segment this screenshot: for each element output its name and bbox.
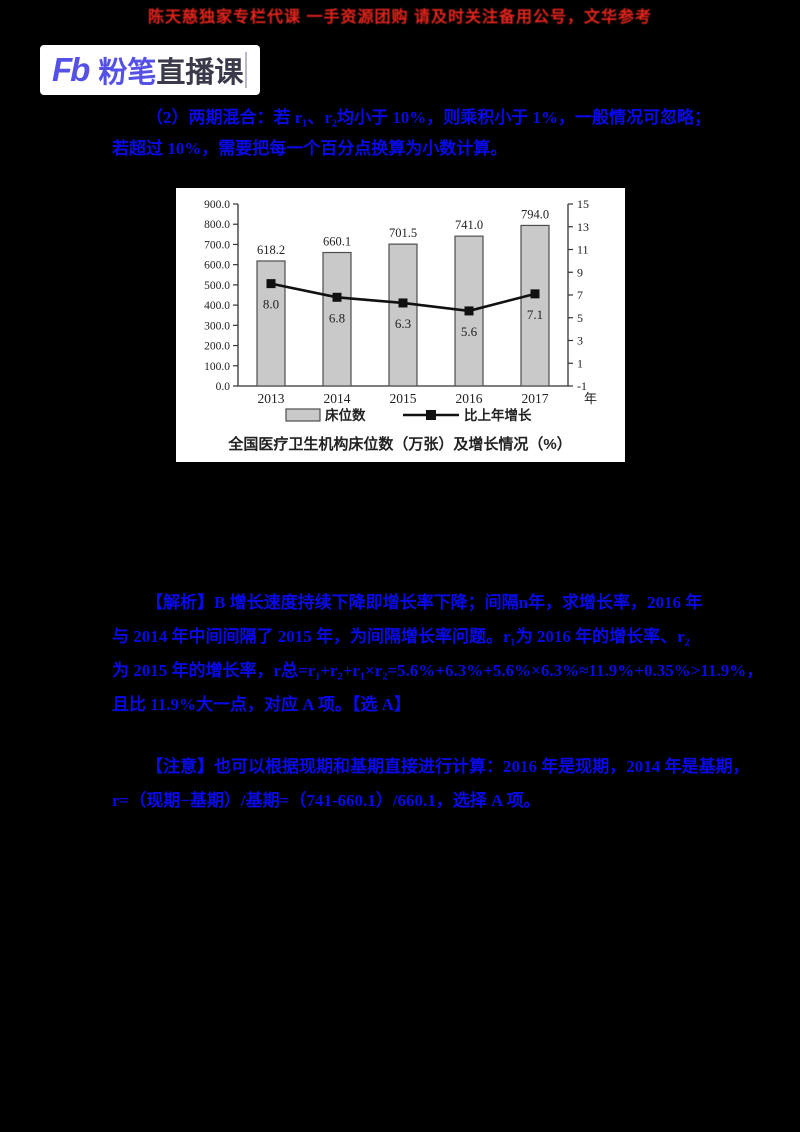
fenbi-logo-card: Fb 粉笔 直播课	[40, 45, 260, 95]
bar-2015	[388, 243, 418, 387]
technique-note: （2）两期混合：若 r₁、r₂均小于 10%，则乘积小于 1%，一般情况可忽略；…	[112, 102, 712, 164]
line-marker-2015	[398, 298, 408, 308]
left-axis-label: 100.0	[204, 361, 230, 373]
x-axis-label: 2016	[456, 391, 483, 406]
left-axis-label: 400.0	[204, 300, 230, 312]
text-line: 且比 11.9%大一点，对应 A 项。【选 A】	[112, 695, 411, 714]
x-axis-label: 2015	[390, 391, 417, 406]
chart-title: 全国医疗卫生机构床位数（万张）及增长情况（%）	[227, 435, 571, 453]
right-axis-label: -1	[577, 379, 587, 393]
top-banner: 陈天慈独家专栏代课 一手资源团购 请及时关注备用公号，文华参考	[148, 9, 652, 26]
line-value-label: 7.1	[527, 307, 543, 322]
text-line: （2）两期混合：若 r₁、r₂均小于 10%，则乘积小于 1%，一般情况可忽略；	[146, 108, 712, 127]
right-axis-label: 5	[577, 311, 583, 325]
bar-2017	[520, 224, 550, 387]
analysis-paragraph: 【解析】B 增长速度持续下降即增长率下降；间隔n年，求增长率，2016 年 与 …	[112, 586, 764, 722]
line-value-label: 6.3	[395, 316, 411, 331]
right-axis-label: 9	[577, 265, 583, 279]
left-axis-label: 300.0	[204, 320, 230, 332]
line-marker-2016	[464, 306, 474, 316]
bar-value-label: 618.2	[257, 243, 285, 257]
bar-line-chart: 0.0 100.0 200.0 300.0 400.0 500.0 600.0 700.0 80…	[204, 197, 597, 453]
left-axis-label: 200.0	[204, 341, 230, 353]
legend-line-marker	[426, 410, 436, 420]
left-axis-label: 600.0	[204, 260, 230, 272]
right-axis-label: 13	[577, 220, 589, 234]
left-axis-label: 700.0	[204, 239, 230, 251]
line-value-label: 6.8	[329, 310, 345, 325]
text-cursor	[245, 52, 248, 88]
text-line: r=（现期−基期）/基期=（741-660.1）/660.1，选择 A 项。	[112, 791, 541, 810]
bar-value-label: 741.0	[455, 218, 483, 232]
text-line: 若超过 10%，需要把每一个百分点换算为小数计算。	[112, 139, 508, 158]
left-axis-label: 800.0	[204, 219, 230, 231]
text-line: 【解析】B 增长速度持续下降即增长率下降；间隔n年，求增长率，2016 年	[146, 593, 703, 612]
x-axis-unit: 年	[584, 391, 597, 406]
line-marker-2014	[332, 292, 342, 302]
line-marker-2013	[266, 279, 276, 289]
text-line: 与 2014 年中间间隔了 2015 年，为间隔增长率问题。r₁为 2016 年…	[112, 627, 690, 646]
x-axis-label: 2017	[522, 391, 549, 406]
left-axis-label: 0.0	[216, 381, 231, 393]
bar-value-label: 701.5	[389, 226, 417, 240]
fenbi-logo-icon: Fb	[52, 51, 90, 88]
chart-card: 0.0 100.0 200.0 300.0 400.0 500.0 600.0 700.0 80…	[176, 188, 625, 462]
right-axis-label: 1	[577, 356, 583, 370]
line-marker-2017	[530, 289, 540, 299]
legend-line-label: 比上年增长	[464, 407, 532, 423]
x-axis-label: 2014	[324, 391, 351, 406]
brand-name-dark: 直播课	[156, 57, 244, 89]
x-axis-label: 2013	[258, 391, 285, 406]
right-axis-label: 11	[577, 243, 589, 257]
bar-2014	[322, 251, 352, 387]
right-axis-label: 15	[577, 197, 589, 211]
line-value-label: 5.6	[461, 324, 478, 339]
right-axis-label: 7	[577, 288, 583, 302]
left-axis-label: 900.0	[204, 199, 230, 211]
brand-name-colored: 粉笔	[98, 57, 157, 89]
legend-bar-label: 床位数	[325, 407, 366, 423]
line-value-label: 8.0	[263, 297, 279, 312]
notice-paragraph: 【注意】也可以根据现期和基期直接进行计算：2016 年是现期，2014 年是基期…	[112, 750, 750, 818]
text-line: 【注意】也可以根据现期和基期直接进行计算：2016 年是现期，2014 年是基期…	[146, 757, 750, 776]
bar-value-label: 794.0	[521, 207, 549, 221]
legend-bar-swatch	[285, 408, 321, 422]
left-axis-label: 500.0	[204, 280, 230, 292]
right-axis-label: 3	[577, 334, 583, 348]
text-line: 为 2015 年的增长率，r总=r₁+r₂+r₁×r₂=5.6%+6.3%+5.…	[112, 661, 764, 680]
bar-value-label: 660.1	[323, 235, 351, 249]
